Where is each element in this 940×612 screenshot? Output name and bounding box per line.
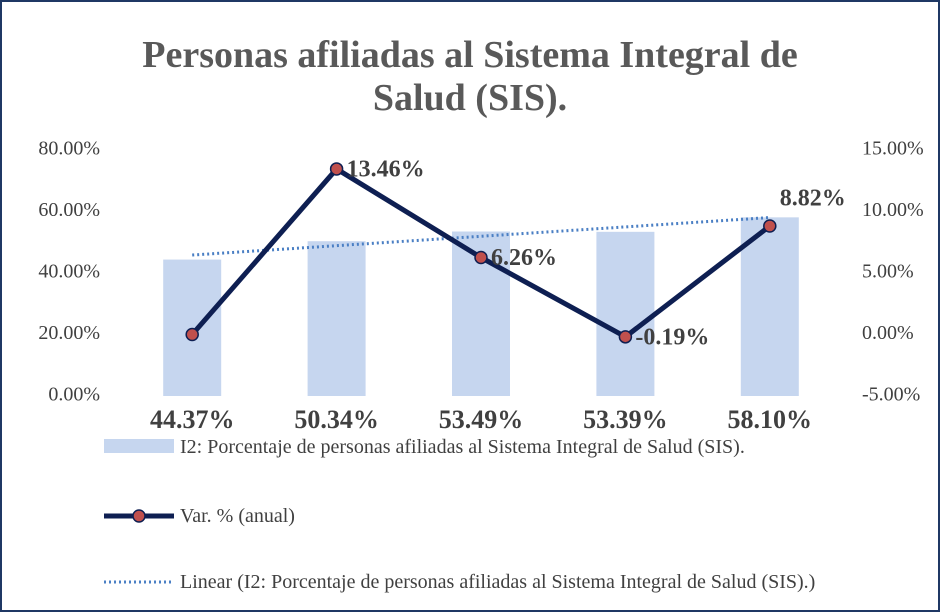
y2-tick-label: 0.00% — [862, 322, 914, 344]
y2-tick-label: 15.00% — [862, 138, 924, 160]
legend-label: Var. % (anual) — [180, 505, 295, 527]
y-tick-label: 0.00% — [48, 384, 100, 406]
line-value-label: -0.19% — [635, 324, 709, 350]
y-tick-label: 60.00% — [38, 199, 100, 221]
marker — [763, 219, 777, 233]
y2-tick-label: 10.00% — [862, 199, 924, 221]
line-value-label: 8.82% — [780, 186, 846, 212]
line-value-label: 13.46% — [347, 156, 425, 182]
trendline — [192, 216, 770, 257]
marker — [618, 330, 633, 344]
legend-label: I2: Porcentaje de personas afiliadas al … — [180, 436, 745, 458]
marker — [474, 250, 488, 265]
legend-label: Linear (I2: Porcentaje de personas afili… — [180, 571, 816, 593]
bar-value-label: 58.10% — [728, 405, 813, 434]
y-tick-label: 80.00% — [38, 138, 100, 160]
y2-tick-label: 5.00% — [862, 261, 914, 283]
bar-value-label: 53.49% — [439, 405, 524, 434]
bar-value-label: 44.37% — [150, 405, 235, 434]
y2-tick-label: -5.00% — [862, 384, 920, 406]
bar — [307, 241, 366, 396]
y-tick-label: 20.00% — [38, 322, 100, 344]
y-tick-label: 40.00% — [38, 261, 100, 283]
bar — [596, 231, 655, 396]
marker — [185, 327, 199, 342]
bar-value-label: 50.34% — [294, 405, 379, 434]
bar-value-label: 53.39% — [583, 405, 668, 434]
line-value-label: 6.26% — [491, 245, 557, 271]
chart-title: Personas afiliadas al Sistema Integral d… — [142, 34, 798, 119]
legend-swatch — [104, 439, 174, 453]
bar — [740, 217, 799, 396]
marker — [329, 162, 344, 176]
legend-swatch — [132, 509, 146, 523]
